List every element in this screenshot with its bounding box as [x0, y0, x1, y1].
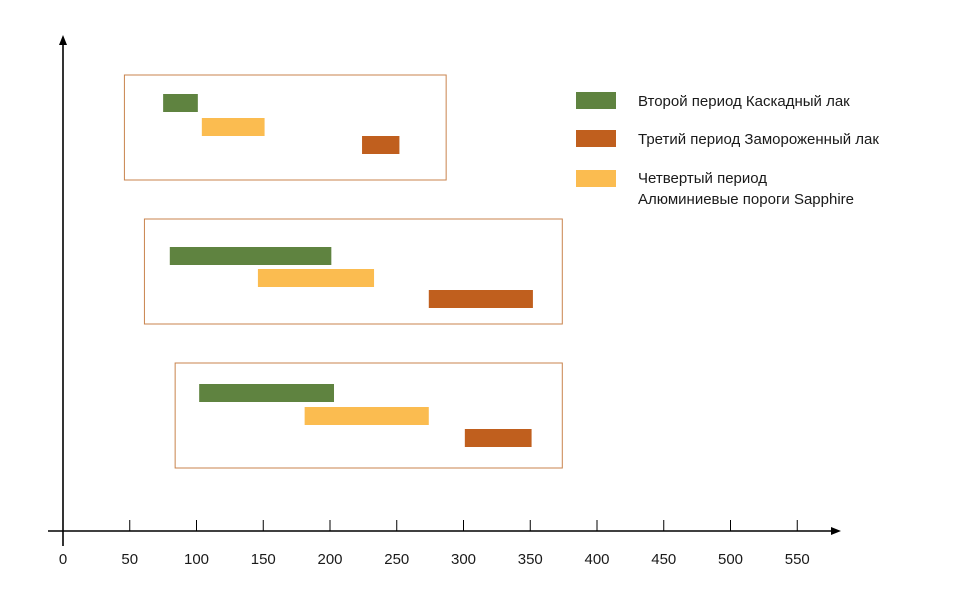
group-frame-2: [143, 218, 563, 325]
x-tick-label-50: 50: [121, 551, 138, 568]
bar-group-2-item-2: [257, 269, 375, 287]
x-ticks: 0 50 100 150 200 250 300 350 400 450 500 550: [59, 520, 810, 568]
bar-group-2-item-3: [428, 290, 533, 308]
x-tick-label-300: 300: [451, 551, 476, 568]
legend-swatch-2: [576, 130, 616, 147]
bar-group-1-item-1: [163, 94, 198, 112]
group-frame-1: [123, 74, 447, 181]
bar-group-2-item-1: [169, 247, 332, 265]
x-tick-label-150: 150: [251, 551, 276, 568]
group-frame-3: [174, 362, 563, 469]
legend-swatch-1: [576, 92, 616, 109]
legend-label-2: Третий период Замороженный лак: [638, 131, 879, 148]
bar-group-3-item-2: [304, 407, 429, 425]
x-tick-label-350: 350: [518, 551, 543, 568]
group-frames: [123, 74, 563, 469]
legend-label-1: Второй период Каскадный лак: [638, 93, 850, 110]
x-tick-label-500: 500: [718, 551, 743, 568]
legend-swatch-3: [576, 170, 616, 187]
bar-group-3-item-3: [464, 429, 532, 447]
x-tick-label-250: 250: [384, 551, 409, 568]
x-tick-label-200: 200: [317, 551, 342, 568]
x-tick-label-400: 400: [584, 551, 609, 568]
legend-label-3-line-1: Четвертый период: [638, 170, 767, 187]
axes: [48, 35, 841, 546]
x-tick-label-450: 450: [651, 551, 676, 568]
x-tick-label-550: 550: [785, 551, 810, 568]
legend: Второй период Каскадный лак Третий период…: [576, 92, 879, 208]
bar-group-1-item-3: [362, 136, 400, 154]
legend-label-3-line-2: Алюминиевые пороги Sapphire: [638, 191, 854, 208]
bar-group-1-item-2: [201, 118, 265, 136]
x-tick-label-100: 100: [184, 551, 209, 568]
bar-group-3-item-1: [199, 384, 335, 402]
bars: [163, 94, 533, 447]
x-tick-label-0: 0: [59, 551, 67, 568]
